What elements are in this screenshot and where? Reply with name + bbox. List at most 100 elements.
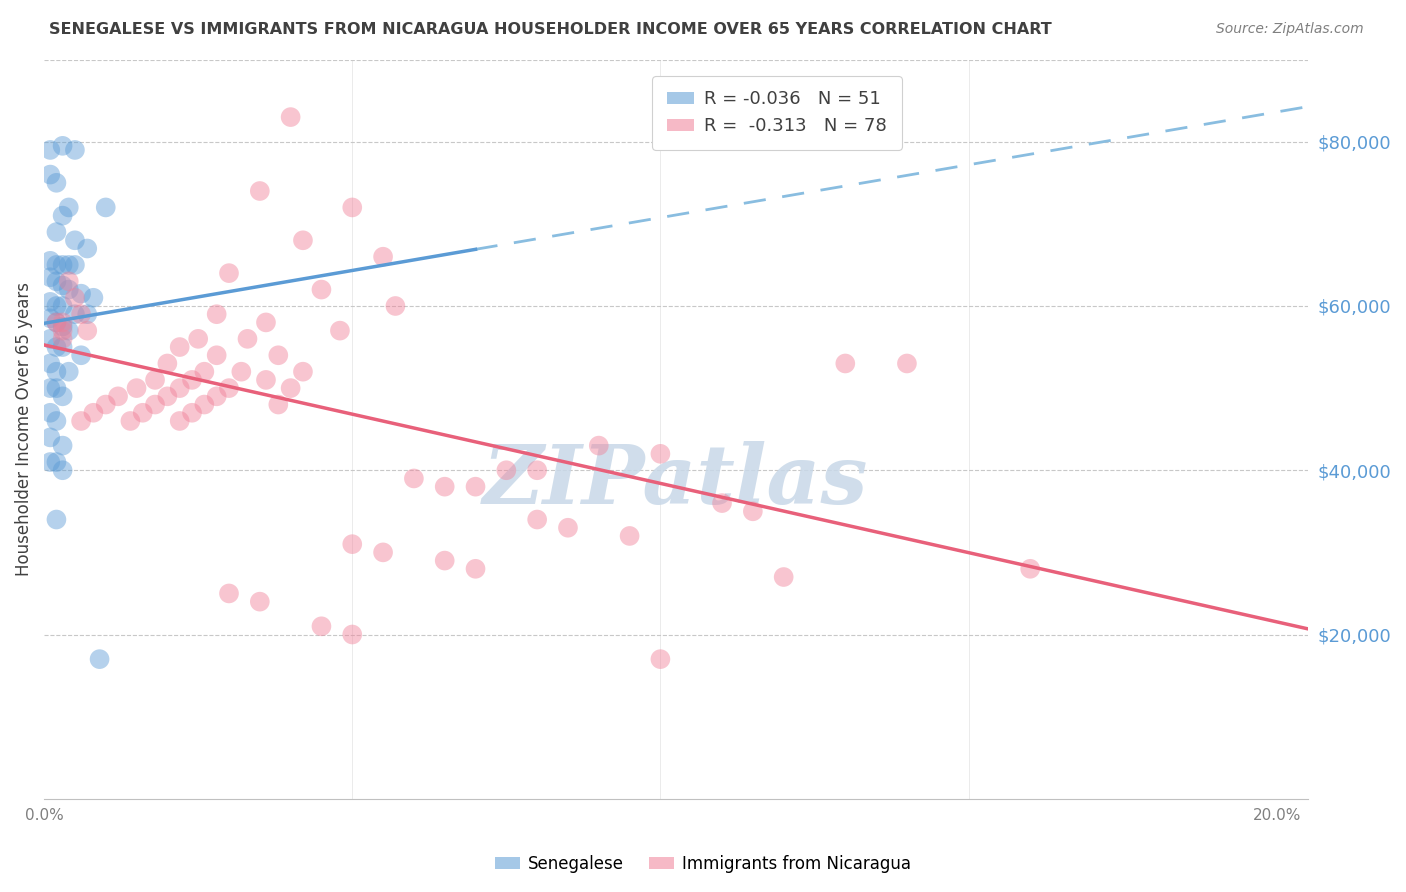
Point — [291, 233, 314, 247]
Y-axis label: Householder Income Over 65 years: Householder Income Over 65 years — [15, 282, 32, 576]
Point — [45, 455, 67, 469]
Point — [526, 463, 548, 477]
Point — [169, 381, 191, 395]
Point — [896, 356, 918, 370]
Point — [63, 307, 86, 321]
Point — [76, 324, 98, 338]
Point — [205, 389, 228, 403]
Point — [342, 537, 364, 551]
Point — [402, 471, 425, 485]
Point — [39, 253, 62, 268]
Point — [342, 201, 364, 215]
Text: ZIPatlas: ZIPatlas — [484, 441, 869, 521]
Point — [45, 414, 67, 428]
Point — [193, 398, 215, 412]
Point — [249, 594, 271, 608]
Point — [772, 570, 794, 584]
Point — [39, 381, 62, 395]
Point — [45, 381, 67, 395]
Point — [588, 439, 610, 453]
Point — [52, 258, 75, 272]
Point — [384, 299, 406, 313]
Point — [311, 619, 333, 633]
Point — [280, 381, 302, 395]
Point — [52, 463, 75, 477]
Point — [58, 274, 80, 288]
Point — [218, 381, 240, 395]
Point — [254, 315, 277, 329]
Point — [156, 356, 179, 370]
Legend: Senegalese, Immigrants from Nicaragua: Senegalese, Immigrants from Nicaragua — [488, 848, 918, 880]
Point — [169, 340, 191, 354]
Point — [39, 356, 62, 370]
Point — [107, 389, 129, 403]
Point — [58, 324, 80, 338]
Point — [342, 627, 364, 641]
Point — [39, 311, 62, 326]
Text: Source: ZipAtlas.com: Source: ZipAtlas.com — [1216, 22, 1364, 37]
Point — [52, 319, 75, 334]
Point — [52, 389, 75, 403]
Point — [58, 201, 80, 215]
Point — [433, 553, 456, 567]
Point — [495, 463, 517, 477]
Point — [254, 373, 277, 387]
Point — [464, 562, 486, 576]
Point — [741, 504, 763, 518]
Point — [125, 381, 148, 395]
Point — [45, 340, 67, 354]
Point — [143, 398, 166, 412]
Point — [181, 406, 204, 420]
Point — [39, 455, 62, 469]
Point — [58, 365, 80, 379]
Point — [52, 315, 75, 329]
Point — [39, 143, 62, 157]
Point — [94, 398, 117, 412]
Point — [82, 291, 104, 305]
Point — [205, 348, 228, 362]
Point — [557, 521, 579, 535]
Point — [63, 291, 86, 305]
Point — [52, 209, 75, 223]
Point — [39, 332, 62, 346]
Point — [619, 529, 641, 543]
Point — [63, 143, 86, 157]
Point — [76, 242, 98, 256]
Point — [52, 324, 75, 338]
Point — [45, 315, 67, 329]
Point — [267, 398, 290, 412]
Point — [169, 414, 191, 428]
Point — [311, 283, 333, 297]
Text: SENEGALESE VS IMMIGRANTS FROM NICARAGUA HOUSEHOLDER INCOME OVER 65 YEARS CORRELA: SENEGALESE VS IMMIGRANTS FROM NICARAGUA … — [49, 22, 1052, 37]
Point — [249, 184, 271, 198]
Point — [650, 447, 672, 461]
Point — [156, 389, 179, 403]
Point — [650, 652, 672, 666]
Point — [433, 480, 456, 494]
Point — [39, 294, 62, 309]
Point — [45, 315, 67, 329]
Point — [58, 283, 80, 297]
Point — [39, 270, 62, 285]
Point — [39, 430, 62, 444]
Point — [280, 110, 302, 124]
Point — [52, 278, 75, 293]
Point — [70, 348, 93, 362]
Point — [39, 168, 62, 182]
Point — [52, 340, 75, 354]
Point — [193, 365, 215, 379]
Point — [45, 258, 67, 272]
Point — [89, 652, 111, 666]
Point — [45, 512, 67, 526]
Point — [132, 406, 155, 420]
Point — [231, 365, 253, 379]
Point — [70, 414, 93, 428]
Point — [45, 299, 67, 313]
Point — [143, 373, 166, 387]
Point — [58, 258, 80, 272]
Point — [45, 176, 67, 190]
Point — [187, 332, 209, 346]
Point — [52, 299, 75, 313]
Point — [464, 480, 486, 494]
Point — [70, 307, 93, 321]
